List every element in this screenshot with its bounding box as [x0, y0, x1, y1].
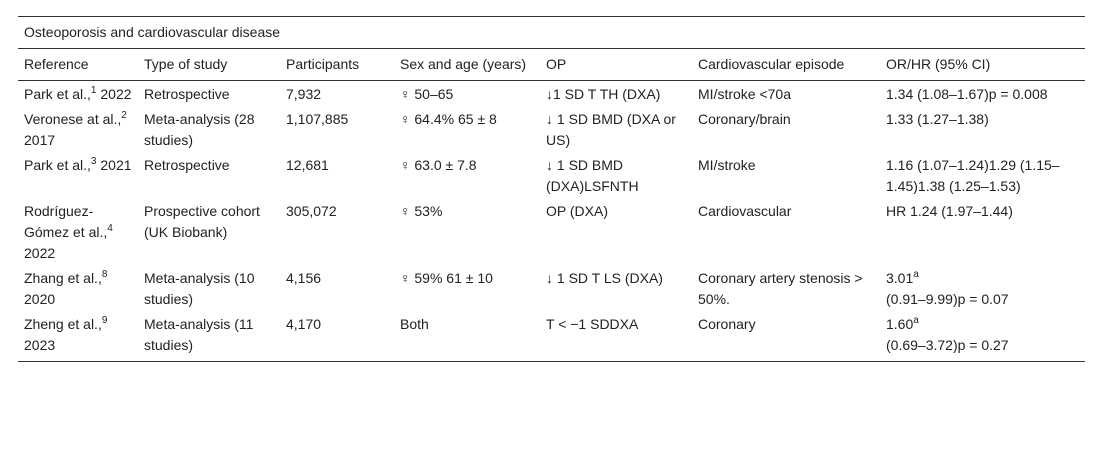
table-row: Rodríguez-Gómez et al.,4 2022 Prospective…: [18, 198, 1085, 265]
table-cell: Rodríguez-Gómez et al.,4 2022: [18, 198, 138, 265]
table-cell: Zheng et al.,9 2023: [18, 311, 138, 362]
table-cell: OP (DXA): [546, 203, 608, 219]
table-row: Veronese at al.,2 2017 Meta-analysis (28 …: [18, 106, 1085, 152]
table-cell: ♀ 53%: [400, 203, 443, 219]
table-cell: Coronary: [692, 311, 880, 362]
reference-name: Rodríguez-Gómez et al.,: [24, 203, 108, 240]
table-container: Osteoporosis and cardiovascular disease …: [18, 16, 1086, 362]
table-cell: ↓ 1 SD T LS (DXA): [546, 270, 663, 286]
table-cell: Park et al.,3 2021: [18, 152, 138, 198]
table-cell: Retrospective: [144, 157, 230, 173]
table-cell: Cardiovascular: [698, 203, 792, 219]
reference-number: 1: [90, 85, 97, 96]
confidence-interval: (0.91–9.99)p = 0.07: [886, 291, 1009, 307]
table-cell: ↓ 1 SD BMD (DXA or US): [546, 111, 676, 148]
column-header: Reference: [18, 48, 138, 81]
footnote-mark: a: [913, 315, 919, 326]
table-cell: Park et al.,1 2022: [18, 81, 138, 107]
column-header: OP: [540, 48, 692, 81]
reference-name: Zheng et al.,: [24, 316, 102, 332]
table-cell: Meta-analysis (11 studies): [138, 311, 280, 362]
table-cell: ♀ 64.4% 65 ± 8: [400, 111, 497, 127]
footnote-mark: a: [913, 269, 919, 280]
table-cell: Veronese at al.,2 2017: [18, 106, 138, 152]
table-cell: 1.60a (0.69–3.72)p = 0.27: [880, 311, 1086, 362]
reference-name: Park et al.,: [24, 86, 91, 102]
reference-number: 3: [90, 156, 97, 167]
table-cell: Zhang et al.,8 2020: [18, 265, 138, 311]
column-header: Cardiovascular episode: [692, 48, 880, 81]
table-cell: Meta-analysis (28 studies): [144, 111, 255, 148]
estimate-value: 1.60: [886, 316, 914, 332]
table-cell: HR 1.24 (1.97–1.44): [886, 203, 1013, 219]
table-cell: 3.01a (0.91–9.99)p = 0.07: [880, 265, 1085, 311]
table-cell: Coronary artery stenosis > 50%.: [698, 270, 863, 307]
table-cell: 7,932: [286, 86, 322, 102]
table-cell: MI/stroke: [698, 157, 756, 173]
reference-name: Zhang et al.,: [24, 270, 102, 286]
column-header: OR/HR (95% CI): [880, 48, 1086, 81]
table-cell: Retrospective: [144, 86, 230, 102]
table-cell: Prospective cohort (UK Biobank): [144, 203, 260, 240]
table-cell: 4,170: [280, 311, 394, 362]
table-cell: 1.16 (1.07–1.24)1.29 (1.15–1.45)1.38 (1.…: [886, 157, 1060, 194]
table-cell: 1,107,885: [286, 111, 349, 127]
table-body: Park et al.,1 2022 Retrospective 7,932 ♀ 50…: [18, 81, 1086, 362]
table-cell: 12,681: [286, 157, 329, 173]
table-cell: Both: [394, 311, 540, 362]
reference-year: 2020: [24, 291, 56, 307]
reference-number: 8: [101, 269, 108, 280]
table-cell: 1.34 (1.08–1.67)p = 0.008: [886, 86, 1048, 102]
table-row: Zhang et al.,8 2020 Meta-analysis (10 stu…: [18, 265, 1085, 311]
table-cell: 4,156: [286, 270, 322, 286]
table: Osteoporosis and cardiovascular disease …: [18, 16, 1086, 362]
reference-name: Park et al.,: [24, 157, 91, 173]
table-cell: Meta-analysis (10 studies): [144, 270, 255, 307]
reference-year: 2022: [24, 245, 56, 261]
table-cell: 305,072: [286, 203, 337, 219]
table-cell: ♀ 63.0 ± 7.8: [400, 157, 477, 173]
reference-year: 2017: [24, 132, 56, 148]
table-cell: MI/stroke <70a: [698, 86, 791, 102]
table-cell: ♀ 50–65: [400, 86, 454, 102]
reference-year: 2022: [100, 86, 132, 102]
table-cell: ↓1 SD T TH (DXA): [546, 86, 661, 102]
table-row: Zheng et al.,9 2023 Meta-analysis (11 stu…: [18, 311, 1086, 362]
reference-number: 9: [101, 315, 108, 326]
table-title: Osteoporosis and cardiovascular disease: [18, 16, 1086, 49]
column-header: Sex and age (years): [394, 48, 540, 81]
confidence-interval: (0.69–3.72)p = 0.27: [886, 337, 1009, 353]
table-row: Park et al.,1 2022 Retrospective 7,932 ♀ 50…: [18, 81, 1085, 107]
reference-name: Veronese at al.,: [24, 111, 122, 127]
column-header: Type of study: [138, 48, 280, 81]
reference-number: 2: [121, 110, 127, 121]
estimate-value: 3.01: [886, 270, 914, 286]
reference-year: 2023: [24, 337, 56, 353]
reference-year: 2021: [100, 157, 132, 173]
column-header: Participants: [280, 48, 394, 81]
table-cell: T < −1 SDDXA: [540, 311, 692, 362]
table-cell: 1.33 (1.27–1.38): [886, 111, 989, 127]
table-row: Park et al.,3 2021 Retrospective 12,681 ♀ 6…: [18, 152, 1085, 198]
reference-number: 4: [107, 223, 113, 234]
header-row: Reference Type of study Participants Sex an…: [18, 48, 1086, 81]
table-cell: ♀ 59% 61 ± 10: [400, 270, 493, 286]
table-cell: Coronary/brain: [698, 111, 791, 127]
table-cell: ↓ 1 SD BMD (DXA)LSFNTH: [546, 157, 639, 194]
title-row: Osteoporosis and cardiovascular disease: [18, 16, 1086, 49]
